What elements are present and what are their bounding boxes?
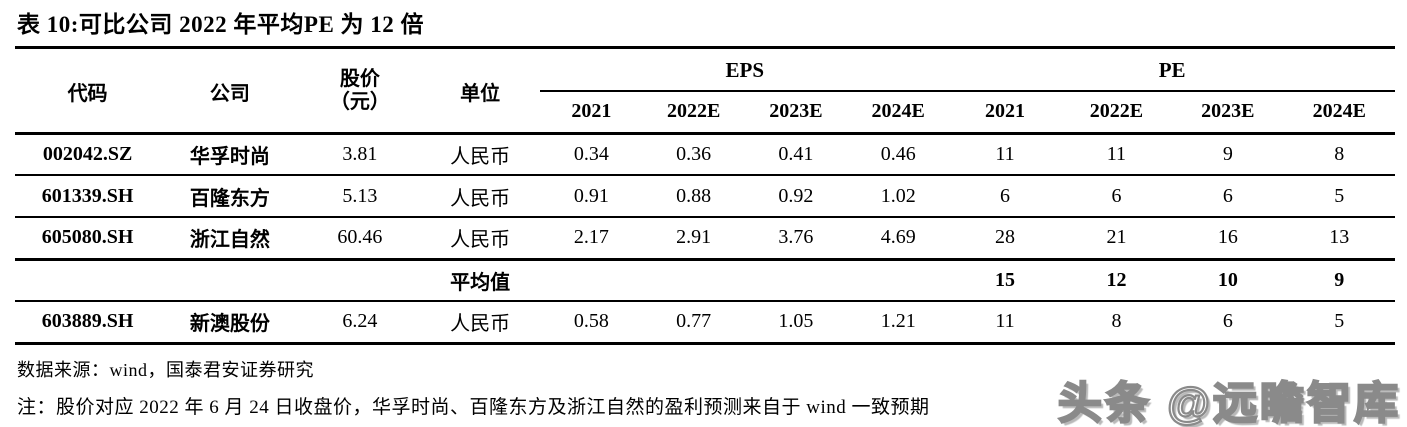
header-year-row: 2021 2022E 2023E 2024E 2021 2022E 2023E … [15,91,1395,135]
table-header: 代码 公司 股价 （元） 单位 EPS PE 2021 2022E 2023E … [15,51,1395,135]
cell-pe-2022e: 11 [1060,133,1173,176]
cell-eps-2024e: 1.02 [847,175,950,218]
header-unit: 单位 [419,51,541,135]
cell-eps-2024e: 4.69 [847,217,950,261]
header-company: 公司 [160,51,300,135]
cell-code: 601339.SH [15,175,161,218]
cell-pe-2021: 6 [949,175,1061,218]
cell-pe-2021: 15 [949,259,1061,302]
cell-eps-2024e: 0.46 [847,133,950,176]
cell-code: 603889.SH [15,301,161,345]
cell-pe-2023e: 6 [1172,301,1284,345]
cell-eps-2021: 0.91 [540,175,643,218]
cell-unit: 人民币 [419,217,541,261]
cell-unit: 人民币 [419,175,541,218]
cell-pe-2024e: 9 [1283,259,1395,302]
cell-pe-2022e: 6 [1060,175,1173,218]
cell-company: 新澳股份 [160,301,300,345]
cell-eps-2021 [540,259,643,302]
cell-company [160,259,300,302]
cell-unit: 人民币 [419,301,541,345]
cell-pe-2023e: 10 [1172,259,1284,302]
data-source-line: 数据来源：wind，国泰君安证券研究 [17,359,314,380]
cell-eps-2022e [642,259,745,302]
cell-company: 华孚时尚 [160,133,300,176]
cell-pe-2023e: 6 [1172,175,1284,218]
cell-code: 605080.SH [15,217,161,261]
header-price: 股价 （元） [299,51,420,135]
cell-pe-2023e: 9 [1172,133,1284,176]
cell-price: 60.46 [299,217,420,261]
comparable-companies-table: 代码 公司 股价 （元） 单位 EPS PE 2021 2022E 2023E … [15,51,1395,345]
cell-eps-2023e: 0.41 [744,133,848,176]
cell-eps-2023e: 0.92 [744,175,848,218]
cell-pe-2021: 28 [949,217,1061,261]
header-pe-group: PE [949,51,1395,92]
cell-eps-2024e [847,259,950,302]
header-code: 代码 [15,51,161,135]
cell-eps-2023e: 1.05 [744,301,848,345]
cell-price: 5.13 [299,175,420,218]
cell-pe-2021: 11 [949,301,1061,345]
table-row: 603889.SH 新澳股份 6.24 人民币 0.58 0.77 1.05 1… [15,301,1395,345]
cell-pe-2022e: 8 [1060,301,1173,345]
cell-pe-2024e: 5 [1283,301,1395,345]
cell-eps-2022e: 0.36 [642,133,745,176]
cell-price: 3.81 [299,133,420,176]
average-row: 平均值 15 12 10 9 [15,259,1395,302]
header-pe-2024e: 2024E [1283,91,1395,135]
header-pe-2022e: 2022E [1060,91,1173,135]
cell-eps-2022e: 2.91 [642,217,745,261]
cell-code: 002042.SZ [15,133,161,176]
header-price-line1: 股价 [339,68,380,91]
cell-code [15,259,161,302]
cell-pe-2022e: 12 [1060,259,1173,302]
footnote-line: 注：股价对应 2022 年 6 月 24 日收盘价，华孚时尚、百隆东方及浙江自然… [17,396,930,418]
cell-price: 6.24 [299,301,420,345]
watermark-toutiao-yuanzhan: 头条 @远瞻智库 [1057,378,1401,427]
cell-pe-2022e: 21 [1060,217,1173,261]
table-row: 605080.SH 浙江自然 60.46 人民币 2.17 2.91 3.76 … [15,217,1395,261]
cell-average-label: 平均值 [419,259,541,302]
cell-eps-2022e: 0.77 [642,301,745,345]
header-eps-2022e: 2022E [642,91,745,135]
cell-pe-2024e: 8 [1283,133,1395,176]
cell-price [299,259,420,302]
header-price-line2: （元） [329,91,390,114]
header-pe-2023e: 2023E [1172,91,1284,135]
cell-eps-2021: 0.58 [540,301,643,345]
cell-eps-2021: 0.34 [540,133,643,176]
table-row: 002042.SZ 华孚时尚 3.81 人民币 0.34 0.36 0.41 0… [15,133,1395,176]
cell-unit: 人民币 [419,133,541,176]
cell-company: 浙江自然 [160,217,300,261]
cell-eps-2024e: 1.21 [847,301,950,345]
header-group-row: 代码 公司 股价 （元） 单位 EPS PE [15,51,1395,135]
cell-eps-2023e [744,259,848,302]
table-body: 002042.SZ 华孚时尚 3.81 人民币 0.34 0.36 0.41 0… [15,133,1395,345]
cell-eps-2023e: 3.76 [744,217,848,261]
header-eps-2021: 2021 [540,91,643,135]
header-eps-2023e: 2023E [744,91,848,135]
cell-pe-2024e: 13 [1283,217,1395,261]
cell-company: 百隆东方 [160,175,300,218]
table-title: 表 10:可比公司 2022 年平均PE 为 12 倍 [15,4,1395,49]
cell-eps-2022e: 0.88 [642,175,745,218]
cell-pe-2023e: 16 [1172,217,1284,261]
cell-eps-2021: 2.17 [540,217,643,261]
cell-pe-2021: 11 [949,133,1061,176]
header-pe-2021: 2021 [949,91,1061,135]
header-eps-group: EPS [540,51,950,92]
cell-pe-2024e: 5 [1283,175,1395,218]
table-row: 601339.SH 百隆东方 5.13 人民币 0.91 0.88 0.92 1… [15,175,1395,218]
header-eps-2024e: 2024E [847,91,950,135]
